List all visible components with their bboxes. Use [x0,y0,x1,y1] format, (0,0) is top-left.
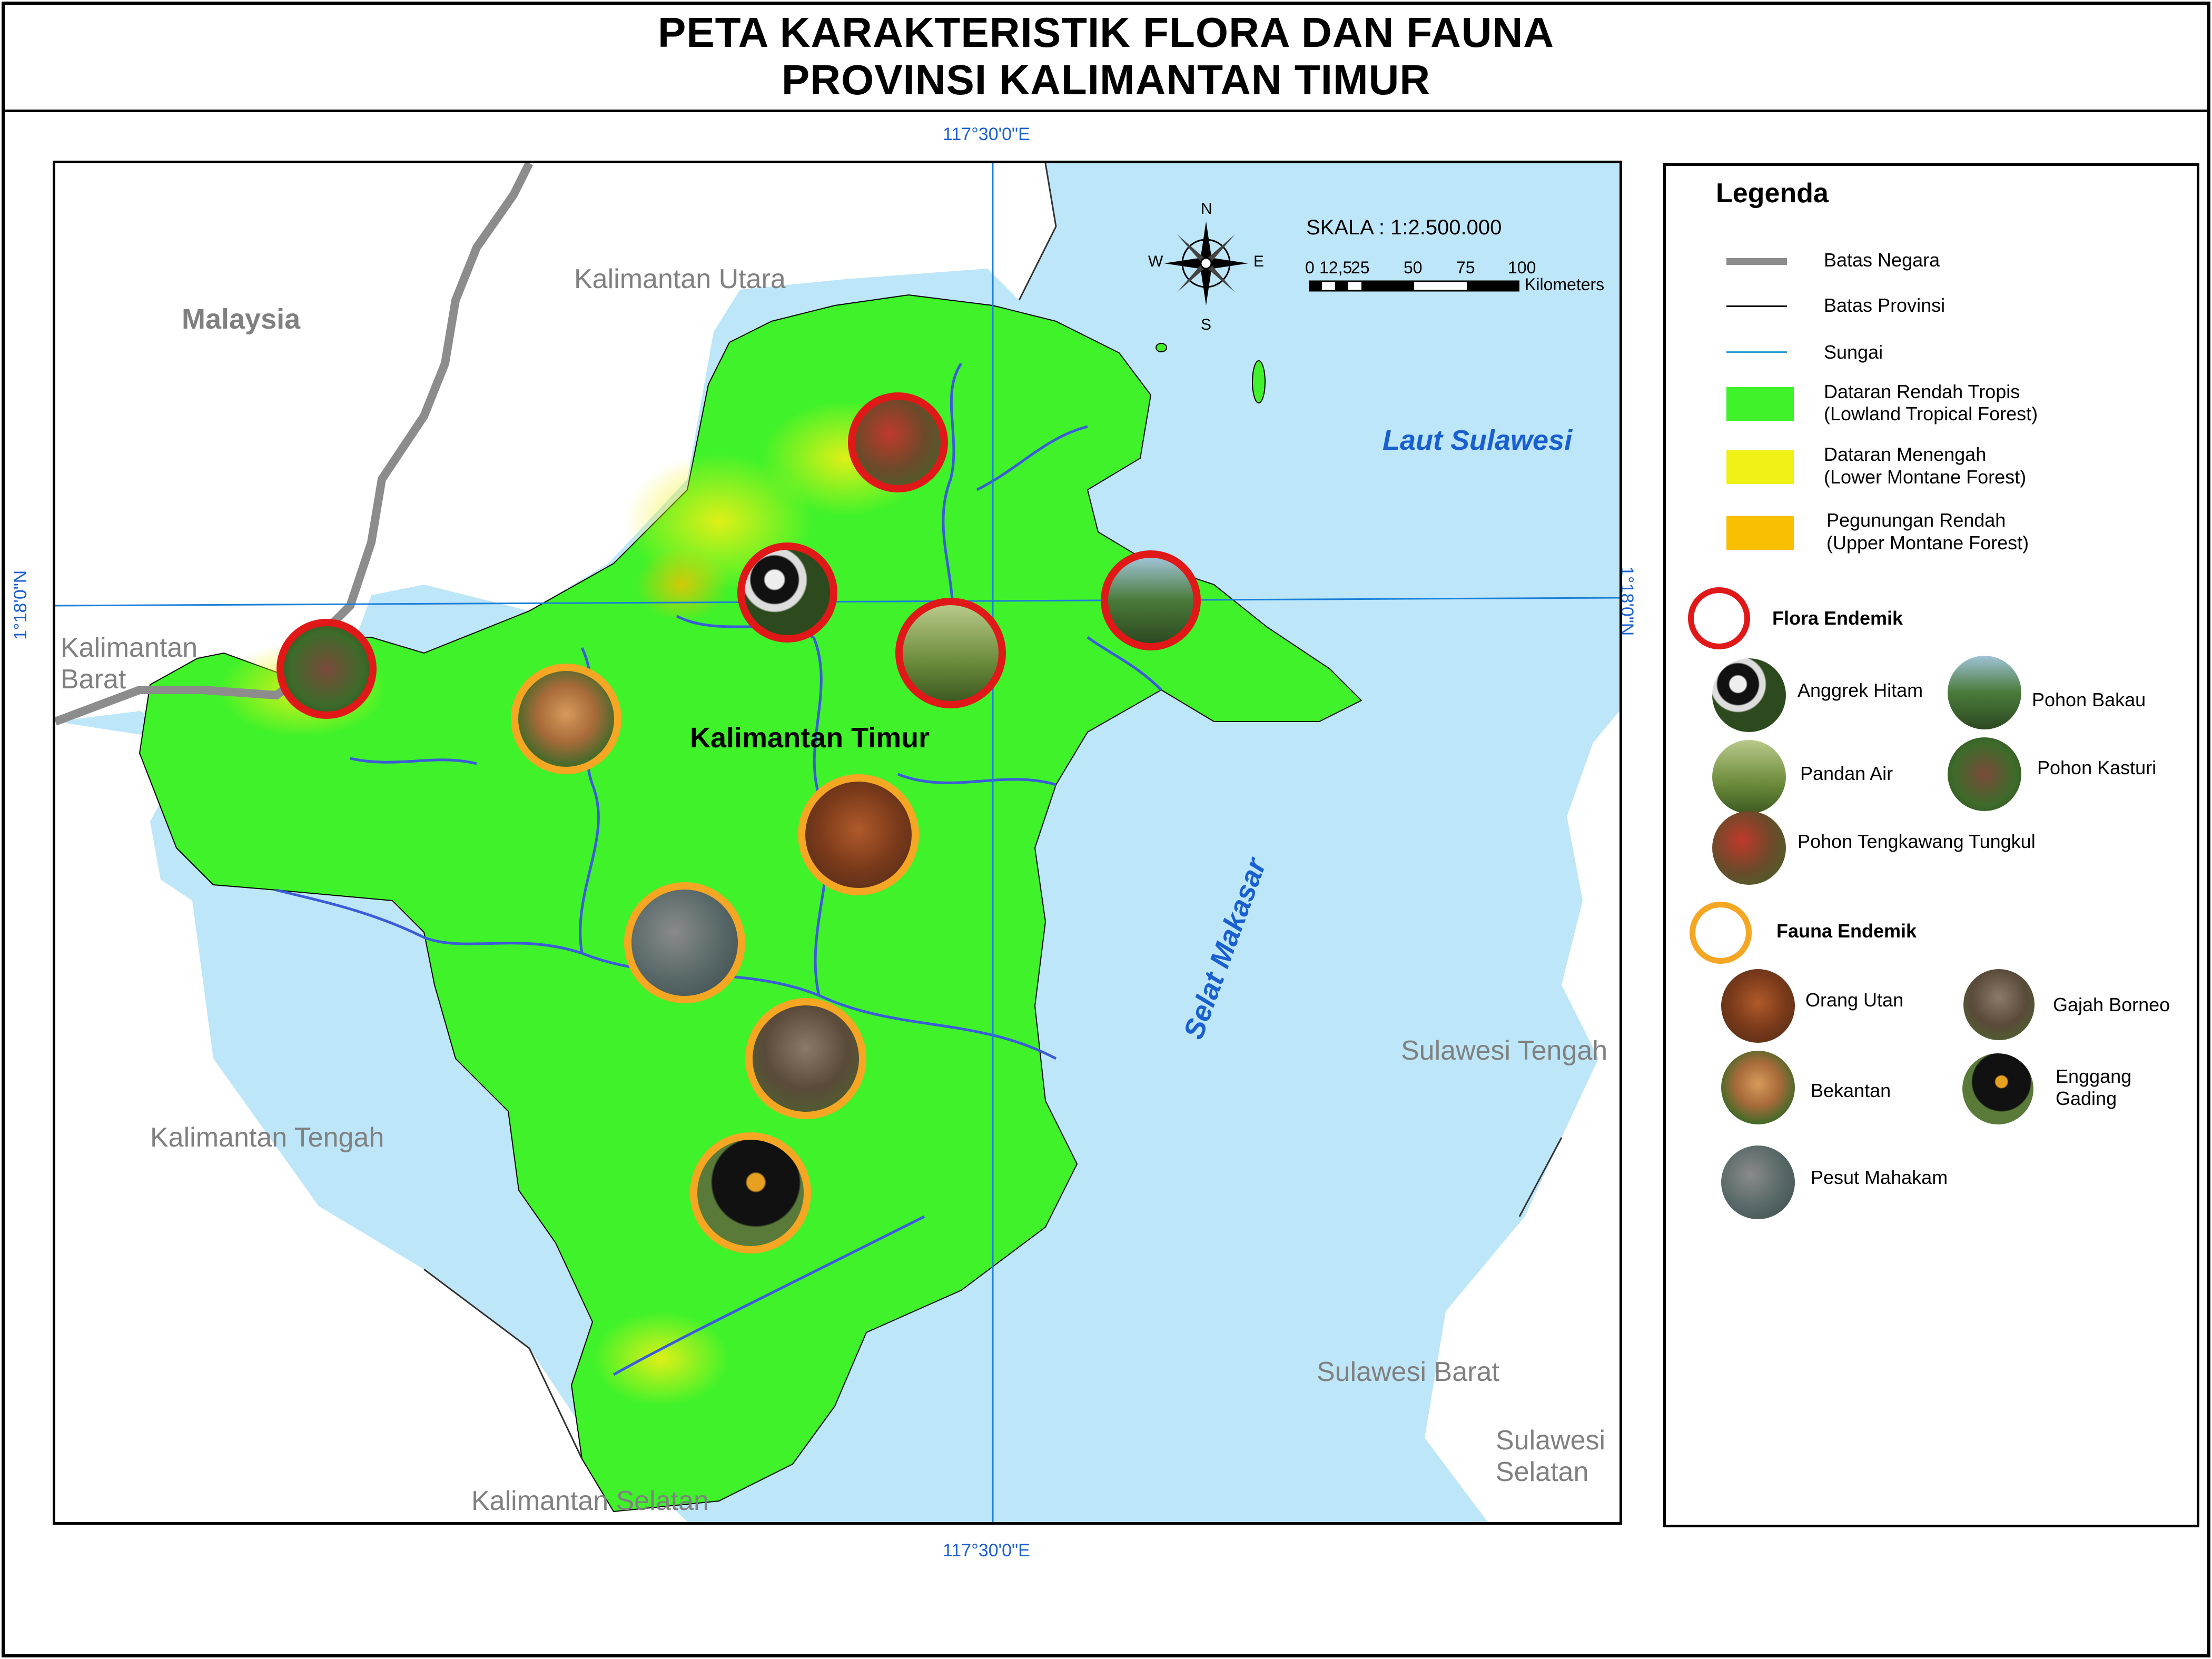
legend-lowland-swatch [1726,387,1794,421]
marker-flora-anggrek-hitam[interactable] [737,542,837,643]
legend-gading-label: Gading [2056,1088,2117,1109]
legend-upper-montane-swatch [1726,516,1794,550]
top-longitude-label: 117°30'0"E [943,124,1030,144]
map-canvas [55,163,1619,1522]
legend-bekantan-photo [1721,1051,1795,1124]
legend-river-label: Sungai [1824,341,1883,363]
lower-montane-zone [592,1311,729,1406]
legend-lower-montane-swatch [1726,450,1794,484]
kalimantan-timur-province [139,294,1362,1513]
legend-province-border-label: Batas Provinsi [1824,294,1946,316]
legend-country-border-swatch [1726,258,1787,265]
label-sulawesi-tengah: Sulawesi Tengah [1401,1035,1608,1066]
legend-gajah-borneo-label: Gajah Borneo [2053,994,2170,1015]
scale-unit: Kilometers [1525,275,1605,294]
label-kalimantan-barat-1: Kalimantan [61,633,198,663]
marker-fauna-enggang-gading[interactable] [690,1132,811,1253]
map-title-line-2: PROVINSI KALIMANTAN TIMUR [781,56,1431,103]
label-kalimantan-timur: Kalimantan Timur [690,722,930,754]
compass-e: E [1253,253,1265,270]
legend-province-border-swatch [1726,305,1787,307]
legend-flora-ring-icon [1688,587,1750,649]
legend-anggrek-hitam-photo [1712,658,1786,732]
legend-orang-utan-label: Orang Utan [1805,989,1904,1011]
label-sulawesi-selatan-1: Sulawesi [1496,1425,1606,1456]
scale-tick-100: 100 [1508,258,1536,277]
legend-flora-title: Flora Endemik [1772,607,1903,629]
legend-panel: Legenda Batas Negara Batas Provinsi Sung… [1663,163,2199,1527]
legend-pohon-tengkawang-photo [1712,811,1786,885]
legend-pesut-mahakam-photo [1721,1146,1795,1219]
upper-montane-zone [635,548,729,621]
legend-upper-montane-label-2: (Upper Montane Forest) [1826,532,2029,554]
marker-fauna-orang-utan[interactable] [798,774,919,895]
country-border [55,163,534,726]
legend-pohon-bakau-label: Pohon Bakau [2032,689,2146,710]
legend-pandan-air-photo [1712,740,1786,814]
marker-flora-pandan-air[interactable] [895,598,1006,708]
scale-tick-75: 75 [1456,258,1475,277]
legend-pandan-air-label: Pandan Air [1800,763,1893,784]
sulawesi-land [1425,711,1619,1522]
label-kalimantan-barat-2: Barat [61,664,126,695]
label-kalimantan-selatan: Kalimantan Selatan [471,1486,709,1516]
legend-upper-montane-label-1: Pegunungan Rendah [1826,509,2006,531]
compass-s: S [1201,316,1212,333]
legend-pohon-kasturi-photo [1948,737,2021,811]
scale-tick-12-5: 12,5 [1319,258,1352,277]
legend-orang-utan-photo [1721,969,1795,1043]
marker-flora-pohon-kasturi[interactable] [276,619,377,719]
legend-fauna-title: Fauna Endemik [1776,920,1917,942]
legend-gajah-borneo-photo [1963,969,2035,1040]
label-sulawesi-barat: Sulawesi Barat [1317,1357,1499,1387]
legend-fauna-ring-icon [1690,902,1752,964]
scale-title: SKALA : 1:2.500.000 [1306,216,1502,239]
legend-pohon-tengkawang-label: Pohon Tengkawang Tungkul [1798,831,2036,852]
map-title-line-1: PETA KARAKTERISTIK FLORA DAN FAUNA [657,9,1555,56]
legend-bekantan-label: Bekantan [1811,1080,1891,1101]
legend-country-border-label: Batas Negara [1824,249,1940,271]
legend-enggang-label: Enggang [2056,1065,2132,1087]
bottom-longitude-label: 117°30'0"E [943,1540,1030,1561]
legend-lower-montane-label-2: (Lower Montane Forest) [1824,466,2027,488]
scale-bar [1309,280,1519,292]
scale-tick-50: 50 [1404,258,1423,277]
label-sulawesi-selatan-2: Selatan [1496,1457,1589,1487]
marker-flora-pohon-tengkawang-tungkul[interactable] [848,392,948,492]
legend-anggrek-hitam-label: Anggrek Hitam [1798,679,1923,701]
legend-lowland-label-1: Dataran Rendah Tropis [1824,381,2020,402]
legend-pesut-mahakam-label: Pesut Mahakam [1811,1167,1948,1188]
legend-title: Legenda [1716,178,1829,209]
legend-pohon-bakau-photo [1948,656,2021,729]
legend-pohon-kasturi-label: Pohon Kasturi [2037,757,2157,778]
scale-tick-25: 25 [1351,258,1370,277]
label-kalimantan-utara: Kalimantan Utara [574,264,786,294]
marker-fauna-pesut-mahakam[interactable] [624,882,745,1003]
western-land-south [55,722,687,1522]
compass-n: N [1201,200,1212,218]
marker-fauna-bekantan[interactable] [511,664,621,774]
latitude-gridline [55,597,1619,607]
legend-lower-montane-label-1: Dataran Menengah [1824,443,1987,465]
legend-river-swatch [1726,351,1787,353]
label-laut-sulawesi: Laut Sulawesi [1382,424,1573,456]
left-latitude-label: 1°18'0"N [11,570,31,640]
legend-lowland-label-2: (Lowland Tropical Forest) [1824,403,2038,424]
marker-flora-pohon-bakau[interactable] [1101,550,1201,650]
title-block: PETA KARAKTERISTIK FLORA DAN FAUNA PROVI… [2,2,2210,112]
scale-tick-0: 0 [1305,258,1315,277]
label-kalimantan-tengah: Kalimantan Tengah [150,1122,384,1153]
western-land [55,163,1056,774]
map-panel: N S W E SKALA : 1:2.500.000 0 12,5 25 50… [53,161,1622,1525]
marker-fauna-gajah-borneo[interactable] [745,998,866,1119]
legend-enggang-gading-photo [1962,1053,2033,1124]
label-malaysia: Malaysia [182,303,301,335]
small-islands [1156,343,1266,403]
compass-w: W [1148,253,1163,270]
compass-rose-icon [1164,221,1248,305]
province-boundaries [423,163,1563,1459]
